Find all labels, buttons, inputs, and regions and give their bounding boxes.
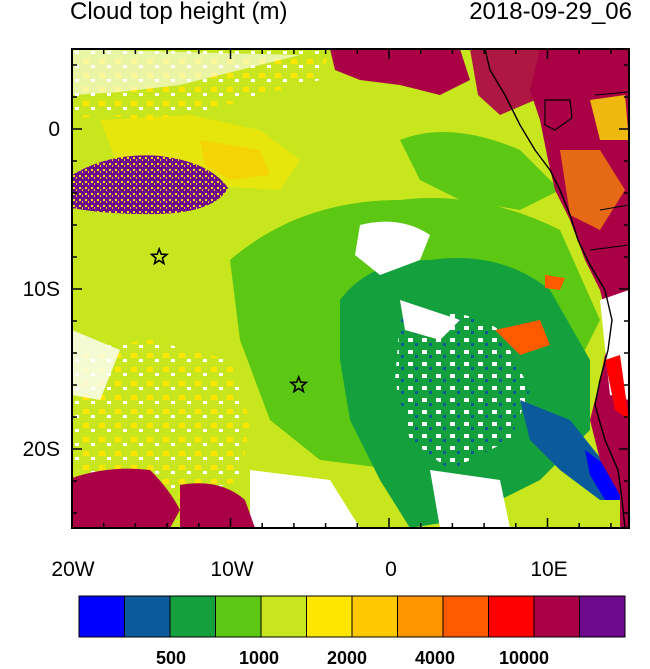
star-marker-south	[288, 374, 309, 394]
colorbar-swatch	[488, 595, 535, 638]
axis-ticks	[71, 49, 629, 528]
colorbar-swatch	[260, 595, 307, 638]
map-datetime: 2018-09-29_06	[469, 0, 632, 25]
lon-label-10w: 10W	[210, 558, 254, 581]
colorbar-swatch	[306, 595, 353, 638]
lon-label-20w: 20W	[51, 558, 95, 581]
markers-layer	[149, 246, 309, 394]
map-title: Cloud top height (m)	[70, 0, 288, 25]
lat-label-20s: 20S	[22, 438, 60, 461]
colorbar-swatch	[169, 595, 216, 638]
colorbar-swatch	[442, 595, 489, 638]
colorbar	[78, 595, 626, 638]
colorbar-swatch	[533, 595, 580, 638]
lon-label-0: 0	[385, 558, 397, 581]
colorbar-swatch	[215, 595, 262, 638]
colorbar-swatch	[397, 595, 444, 638]
colorbar-label-4000: 4000	[414, 648, 456, 668]
colorbar-label-10000: 10000	[498, 648, 550, 668]
colorbar-label-500: 500	[155, 648, 187, 668]
star-marker-north	[149, 246, 169, 266]
colorbar-swatch	[78, 595, 125, 638]
colorbar-swatch	[579, 595, 626, 638]
colorbar-swatch	[351, 595, 398, 638]
country-border	[544, 99, 573, 131]
lon-label-10e: 10E	[530, 558, 568, 581]
lat-label-0: 0	[48, 118, 60, 141]
country-borders	[589, 91, 630, 251]
colorbar-swatch	[124, 595, 171, 638]
lat-label-10s: 10S	[22, 278, 60, 301]
colorbar-label-2000: 2000	[326, 648, 368, 668]
colorbar-label-1000: 1000	[238, 648, 280, 668]
coastline	[484, 48, 626, 529]
cloud-top-field	[72, 49, 629, 528]
